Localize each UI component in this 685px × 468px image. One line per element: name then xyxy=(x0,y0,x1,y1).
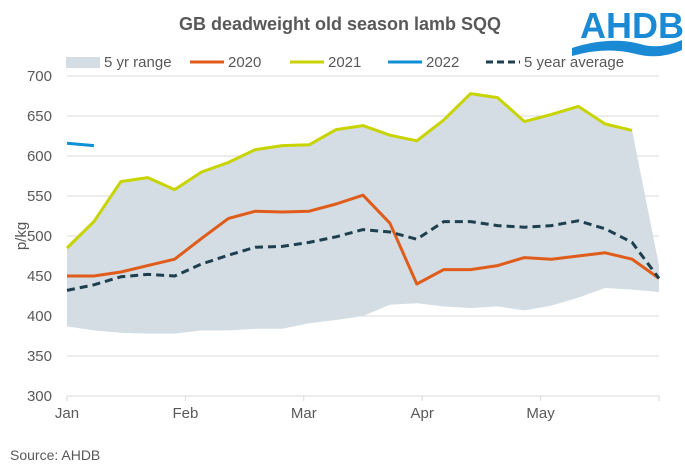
y-tick-label: 600 xyxy=(27,148,52,165)
legend-label: 2020 xyxy=(228,54,261,71)
y-tick-label: 500 xyxy=(27,228,52,245)
range-area xyxy=(67,93,659,334)
y-axis-ticks: 300 350 400 450 500 550 600 650 700 xyxy=(27,68,52,405)
plot-area xyxy=(65,92,661,334)
x-tick-label: Mar xyxy=(291,405,317,422)
y-tick-label: 700 xyxy=(27,68,52,85)
y-tick-label: 350 xyxy=(27,348,52,365)
logo-text: AHDB xyxy=(580,5,684,46)
x-axis: Jan Feb Mar Apr May xyxy=(55,395,660,422)
chart-title: GB deadweight old season lamb SQQ xyxy=(179,14,501,34)
logo-wave-icon xyxy=(572,40,682,57)
y-tick-label: 550 xyxy=(27,188,52,205)
x-tick-label: May xyxy=(526,405,555,422)
legend-label: 2022 xyxy=(426,54,459,71)
source-note: Source: AHDB xyxy=(10,447,100,463)
legend-label: 5 yr range xyxy=(104,54,172,71)
legend-label: 2021 xyxy=(328,54,361,71)
y-axis-label: p/kg xyxy=(13,222,30,250)
series-line-2020 xyxy=(67,193,660,286)
series-line-2022 xyxy=(66,141,95,148)
series-line-2021 xyxy=(65,92,633,250)
y-tick-label: 400 xyxy=(27,308,52,325)
x-tick-label: Feb xyxy=(172,405,198,422)
legend-item: 2022 xyxy=(388,54,459,71)
y-tick-label: 300 xyxy=(27,388,52,405)
legend-label: 5 year average xyxy=(524,54,624,71)
series-line-5-year-average xyxy=(66,219,661,292)
legend-item: 2021 xyxy=(290,54,361,71)
legend: 5 yr range 2020 2021 2022 5 year average xyxy=(66,54,624,71)
y-tick-label: 450 xyxy=(27,268,52,285)
ahdb-logo: AHDB xyxy=(572,5,684,57)
legend-item: 2020 xyxy=(190,54,261,71)
legend-item: 5 year average xyxy=(486,54,624,71)
legend-swatch xyxy=(66,57,100,68)
x-tick-label: Jan xyxy=(55,405,79,422)
y-tick-label: 650 xyxy=(27,108,52,125)
legend-item: 5 yr range xyxy=(66,54,172,71)
x-tick-label: Apr xyxy=(411,405,434,422)
